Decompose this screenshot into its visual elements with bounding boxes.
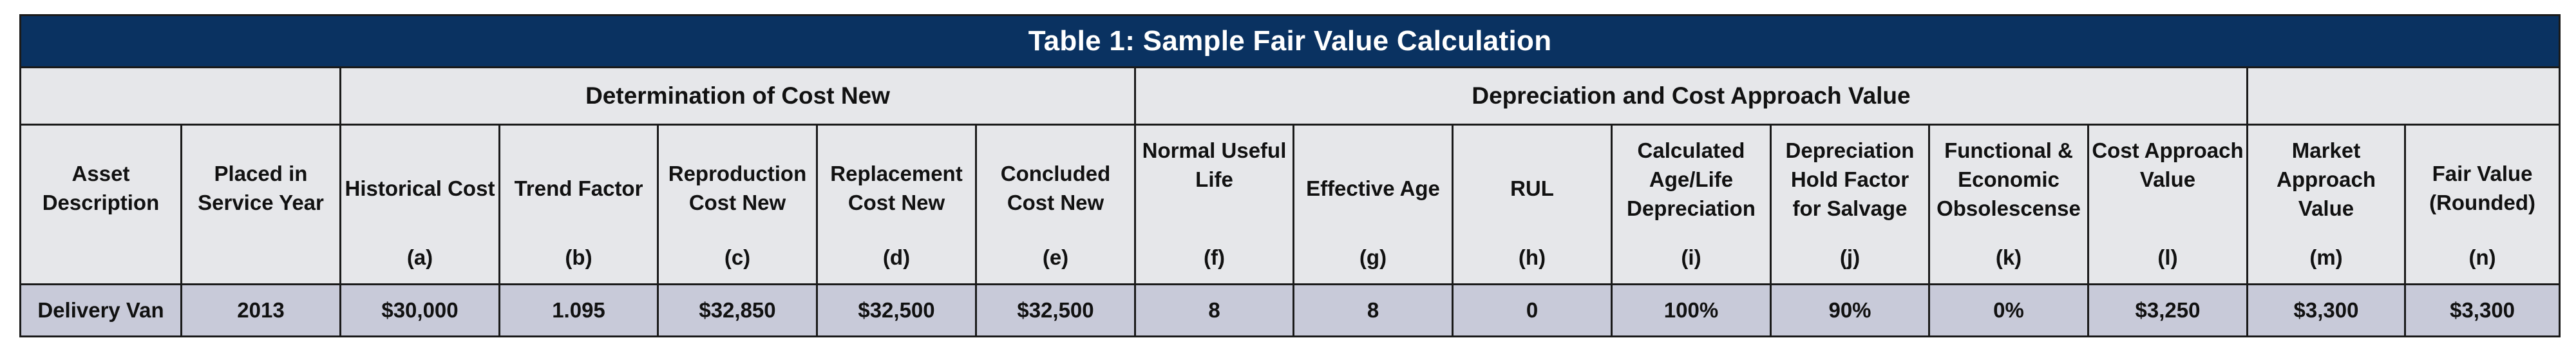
col-label: Cost Approach Value	[2092, 138, 2244, 191]
group-header-depreciation: Depreciation and Cost Approach Value	[1134, 66, 2248, 126]
cell-asset-description: Delivery Van	[19, 283, 182, 337]
group-header-blank-left	[19, 66, 341, 126]
col-letter: (j)	[1839, 245, 1861, 269]
group-header-cost-new: Determination of Cost New	[339, 66, 1136, 126]
col-label: Concluded Cost New	[1000, 162, 1111, 214]
col-header-depreciation-hold-factor: Depreciation Hold Factor for Salvage (j)	[1770, 124, 1930, 285]
fair-value-table: Table 1: Sample Fair Value Calculation D…	[19, 14, 2561, 337]
col-header-functional-economic-obsolescense: Functional & Economic Obsolescense (k)	[1928, 124, 2089, 285]
col-label: Replacement Cost New	[830, 162, 963, 214]
col-label: Fair Value (Rounded)	[2429, 162, 2536, 214]
col-label: Asset Description	[42, 162, 160, 214]
col-header-effective-age: Effective Age (g)	[1293, 124, 1454, 285]
cell-cost-approach-value: $3,250	[2087, 283, 2248, 337]
col-letter: (i)	[1681, 245, 1701, 269]
col-header-replacement-cost-new: Replacement Cost New (d)	[816, 124, 977, 285]
col-label: Market Approach Value	[2276, 138, 2376, 220]
col-header-market-approach-value: Market Approach Value (m)	[2246, 124, 2406, 285]
cell-functional-economic-obsolescense: 0%	[1928, 283, 2089, 337]
col-label: Placed in Service Year	[198, 162, 324, 214]
col-header-fair-value-rounded: Fair Value (Rounded) (n)	[2403, 124, 2561, 285]
col-header-trend-factor: Trend Factor (b)	[498, 124, 659, 285]
col-label: Reproduction Cost New	[668, 162, 807, 214]
cell-effective-age: 8	[1293, 283, 1454, 337]
col-letter: (a)	[406, 245, 433, 269]
col-letter: (d)	[882, 245, 911, 269]
col-label: RUL	[1510, 176, 1554, 200]
col-label: Calculated Age/Life Depreciation	[1627, 138, 1756, 220]
fair-value-table-frame: Table 1: Sample Fair Value Calculation D…	[19, 14, 2561, 337]
col-header-placed-in-service-year: Placed in Service Year	[180, 124, 341, 285]
col-letter: (l)	[2157, 245, 2178, 269]
col-letter: (e)	[1042, 245, 1069, 269]
col-letter: (n)	[2468, 245, 2496, 269]
cell-placed-in-service-year: 2013	[180, 283, 341, 337]
cell-normal-useful-life: 8	[1134, 283, 1294, 337]
cell-concluded-cost-new: $32,500	[975, 283, 1136, 337]
col-letter: (g)	[1359, 245, 1387, 269]
col-label: Trend Factor	[514, 176, 643, 200]
cell-depreciation-hold-factor: 90%	[1770, 283, 1930, 337]
col-letter: (m)	[2309, 245, 2343, 269]
col-label: Effective Age	[1306, 176, 1440, 200]
col-header-concluded-cost-new: Concluded Cost New (e)	[975, 124, 1136, 285]
cell-replacement-cost-new: $32,500	[816, 283, 977, 337]
group-header-blank-right	[2246, 66, 2561, 126]
col-header-rul: RUL (h)	[1452, 124, 1613, 285]
col-label: Normal Useful Life	[1142, 138, 1287, 191]
cell-reproduction-cost-new: $32,850	[657, 283, 818, 337]
col-label: Historical Cost	[345, 176, 495, 200]
table-title: Table 1: Sample Fair Value Calculation	[19, 14, 2561, 68]
col-letter: (c)	[724, 245, 751, 269]
col-letter: (f)	[1204, 245, 1225, 269]
cell-calculated-depreciation: 100%	[1611, 283, 1772, 337]
col-header-reproduction-cost-new: Reproduction Cost New (c)	[657, 124, 818, 285]
cell-historical-cost: $30,000	[339, 283, 500, 337]
col-header-asset-description: Asset Description	[19, 124, 182, 285]
col-letter: (h)	[1518, 245, 1546, 269]
col-label: Depreciation Hold Factor for Salvage	[1785, 138, 1915, 220]
col-letter: (b)	[565, 245, 592, 269]
cell-trend-factor: 1.095	[498, 283, 659, 337]
table-row: Delivery Van 2013 $30,000 1.095 $32,850 …	[19, 283, 2561, 337]
cell-fair-value-rounded: $3,300	[2403, 283, 2561, 337]
col-header-cost-approach-value: Cost Approach Value (l)	[2087, 124, 2248, 285]
col-header-historical-cost: Historical Cost (a)	[339, 124, 500, 285]
cell-rul: 0	[1452, 283, 1613, 337]
cell-market-approach-value: $3,300	[2246, 283, 2406, 337]
col-header-calculated-age-life-depreciation: Calculated Age/Life Depreciation (i)	[1611, 124, 1772, 285]
col-letter: (k)	[1995, 245, 2022, 269]
col-header-normal-useful-life: Normal Useful Life (f)	[1134, 124, 1294, 285]
col-label: Functional & Economic Obsolescense	[1937, 138, 2081, 220]
